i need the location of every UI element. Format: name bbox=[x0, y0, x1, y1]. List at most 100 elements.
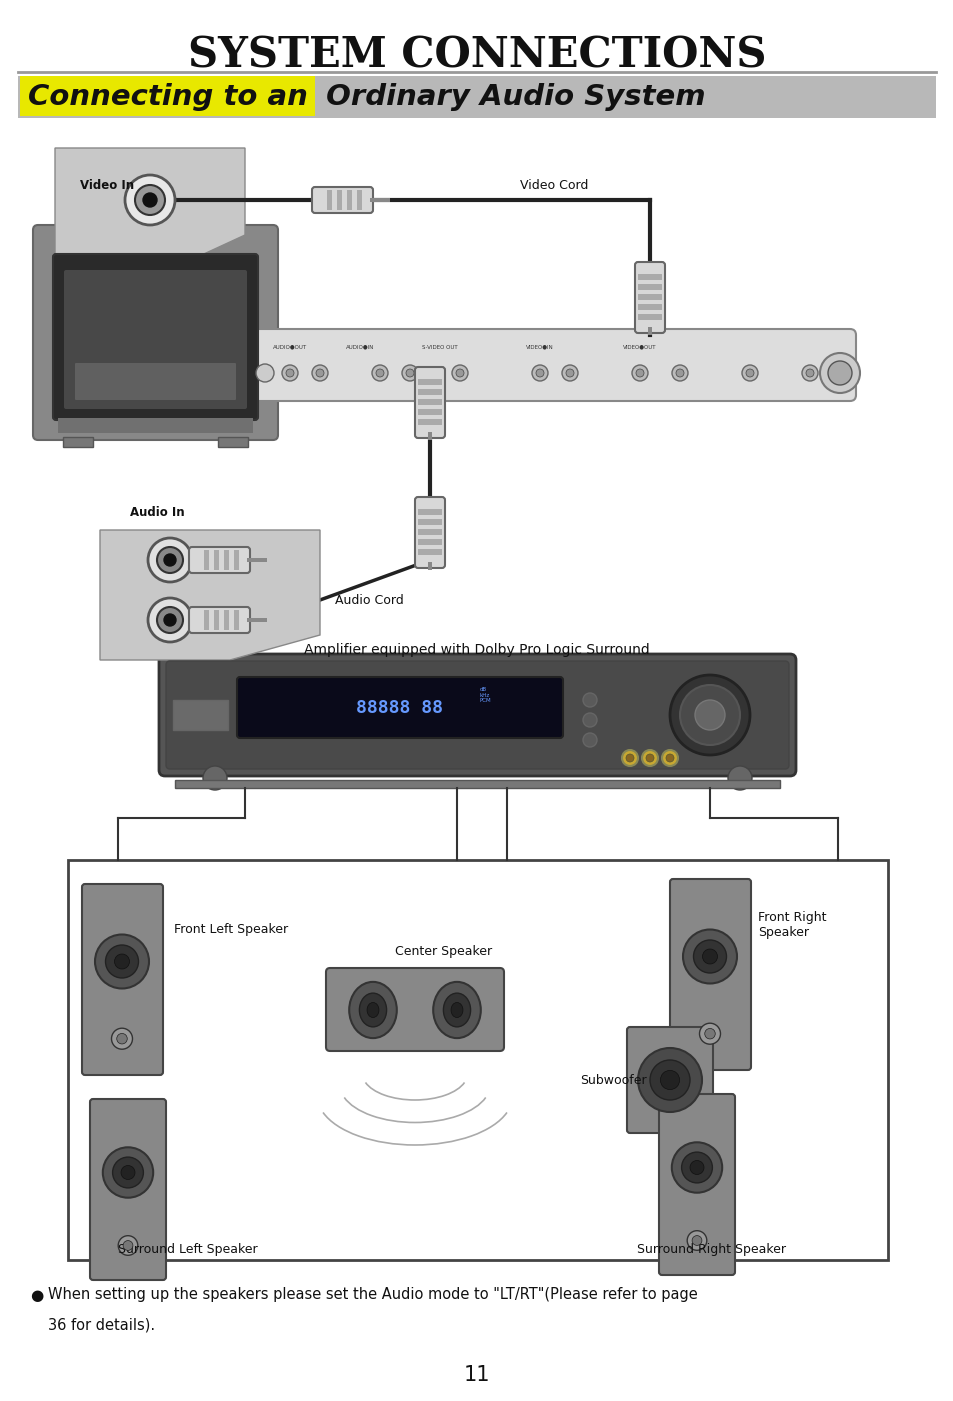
Circle shape bbox=[118, 1236, 137, 1255]
FancyBboxPatch shape bbox=[189, 546, 250, 573]
Circle shape bbox=[401, 366, 417, 381]
Bar bbox=[247, 618, 267, 622]
Circle shape bbox=[125, 175, 174, 226]
Circle shape bbox=[157, 546, 183, 573]
Circle shape bbox=[669, 675, 749, 755]
Circle shape bbox=[255, 364, 274, 382]
Circle shape bbox=[727, 766, 751, 790]
Bar bbox=[224, 551, 229, 570]
Circle shape bbox=[704, 1028, 715, 1040]
Circle shape bbox=[699, 1023, 720, 1044]
Circle shape bbox=[636, 368, 643, 377]
Circle shape bbox=[106, 946, 138, 978]
Text: SYSTEM CONNECTIONS: SYSTEM CONNECTIONS bbox=[188, 34, 765, 76]
Circle shape bbox=[582, 713, 597, 727]
FancyBboxPatch shape bbox=[33, 226, 277, 440]
Bar bbox=[336, 191, 341, 210]
Text: Video Cord: Video Cord bbox=[519, 178, 588, 192]
Circle shape bbox=[286, 368, 294, 377]
Bar bbox=[172, 700, 228, 730]
Text: Ordinary Audio System: Ordinary Audio System bbox=[315, 83, 705, 111]
Circle shape bbox=[686, 1230, 706, 1250]
Ellipse shape bbox=[367, 1003, 378, 1017]
FancyBboxPatch shape bbox=[53, 254, 257, 420]
FancyBboxPatch shape bbox=[626, 1027, 712, 1133]
Circle shape bbox=[282, 366, 297, 381]
FancyBboxPatch shape bbox=[166, 661, 788, 769]
Text: 11: 11 bbox=[463, 1365, 490, 1386]
Circle shape bbox=[116, 1034, 127, 1044]
FancyBboxPatch shape bbox=[415, 367, 444, 439]
Circle shape bbox=[691, 1236, 701, 1245]
FancyBboxPatch shape bbox=[82, 884, 163, 1075]
Circle shape bbox=[689, 1160, 703, 1174]
FancyBboxPatch shape bbox=[669, 878, 750, 1070]
Bar bbox=[233, 609, 239, 630]
Circle shape bbox=[164, 553, 175, 566]
Circle shape bbox=[532, 366, 547, 381]
Circle shape bbox=[121, 1166, 135, 1180]
Circle shape bbox=[820, 353, 859, 394]
Circle shape bbox=[164, 614, 175, 626]
Circle shape bbox=[649, 1061, 689, 1100]
FancyBboxPatch shape bbox=[159, 654, 795, 776]
Bar bbox=[417, 539, 441, 545]
Bar bbox=[417, 399, 441, 405]
Circle shape bbox=[680, 1152, 712, 1182]
Text: 88888 88: 88888 88 bbox=[356, 699, 443, 717]
FancyBboxPatch shape bbox=[244, 329, 855, 401]
Bar bbox=[213, 551, 219, 570]
FancyBboxPatch shape bbox=[635, 262, 664, 333]
Bar bbox=[327, 191, 332, 210]
Text: Video In: Video In bbox=[80, 178, 134, 192]
Circle shape bbox=[406, 368, 414, 377]
FancyBboxPatch shape bbox=[64, 270, 247, 409]
Bar bbox=[224, 609, 229, 630]
Circle shape bbox=[661, 750, 678, 766]
Text: Surround Left Speaker: Surround Left Speaker bbox=[118, 1244, 257, 1257]
Circle shape bbox=[114, 954, 130, 969]
Bar bbox=[638, 275, 661, 280]
Bar bbox=[18, 76, 935, 118]
Text: AUDIO●IN: AUDIO●IN bbox=[345, 345, 374, 349]
Bar bbox=[68, 860, 887, 1259]
Text: S-VIDEO OUT: S-VIDEO OUT bbox=[422, 345, 457, 349]
Text: Audio In: Audio In bbox=[130, 506, 185, 518]
Text: Surround Right Speaker: Surround Right Speaker bbox=[637, 1244, 785, 1257]
Circle shape bbox=[135, 185, 165, 214]
Circle shape bbox=[801, 366, 817, 381]
Ellipse shape bbox=[451, 1003, 462, 1017]
Bar bbox=[417, 409, 441, 415]
Text: Center Speaker: Center Speaker bbox=[395, 946, 492, 958]
Text: Audio Cord: Audio Cord bbox=[335, 594, 403, 607]
Bar bbox=[638, 304, 661, 310]
FancyBboxPatch shape bbox=[189, 607, 250, 633]
Bar bbox=[638, 294, 661, 300]
Text: Amplifier equipped with Dolby Pro Logic Surround: Amplifier equipped with Dolby Pro Logic … bbox=[304, 643, 649, 657]
Circle shape bbox=[561, 366, 578, 381]
FancyBboxPatch shape bbox=[659, 1094, 734, 1275]
Circle shape bbox=[312, 366, 328, 381]
Circle shape bbox=[671, 1142, 721, 1192]
Text: Front Left Speaker: Front Left Speaker bbox=[173, 923, 288, 936]
Circle shape bbox=[676, 368, 683, 377]
Bar bbox=[356, 191, 361, 210]
Bar bbox=[647, 326, 651, 335]
Circle shape bbox=[638, 1048, 701, 1112]
Circle shape bbox=[95, 934, 149, 989]
Polygon shape bbox=[100, 530, 319, 660]
Bar bbox=[218, 437, 248, 447]
Circle shape bbox=[665, 754, 673, 762]
Circle shape bbox=[565, 368, 574, 377]
Bar bbox=[428, 432, 432, 440]
FancyBboxPatch shape bbox=[75, 363, 235, 401]
Text: Connecting to an: Connecting to an bbox=[28, 83, 308, 111]
Text: VIDEO●OUT: VIDEO●OUT bbox=[622, 345, 656, 349]
Ellipse shape bbox=[349, 982, 396, 1038]
Text: AUDIO●OUT: AUDIO●OUT bbox=[273, 345, 307, 349]
Circle shape bbox=[452, 366, 468, 381]
Bar bbox=[370, 198, 390, 202]
Circle shape bbox=[112, 1157, 143, 1188]
Bar bbox=[638, 284, 661, 290]
Circle shape bbox=[148, 598, 192, 642]
